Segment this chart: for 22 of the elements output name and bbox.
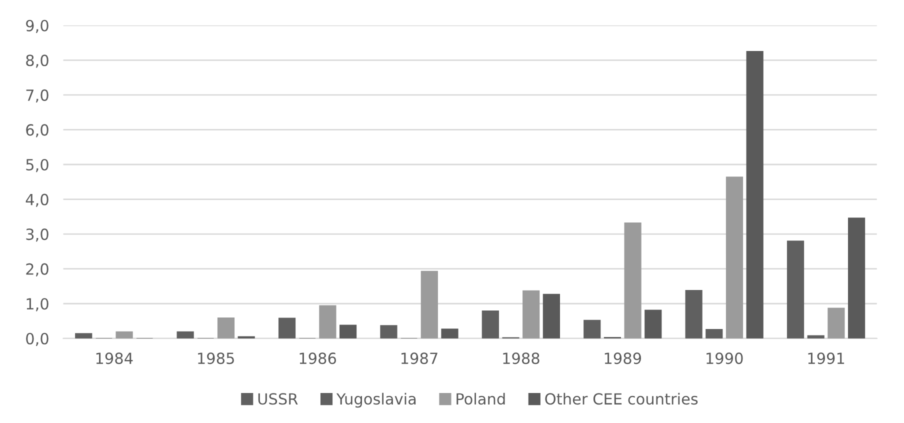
x-tick-label: 1990 [706, 352, 743, 364]
y-tick-label: 1,0 [26, 298, 48, 312]
x-tick-label: 1991 [808, 352, 844, 364]
y-tick-label: 3,0 [26, 228, 48, 242]
legend-label: Other CEE countries [545, 392, 698, 405]
x-tick-label: 1988 [503, 352, 540, 364]
x-tick-label: 1987 [401, 352, 438, 364]
y-tick-label: 5,0 [26, 158, 48, 172]
y-tick-label: 9,0 [26, 20, 48, 33]
y-tick-label: 0,0 [26, 332, 48, 346]
y-tick-label: 8,0 [26, 54, 48, 68]
x-tick-label: 1985 [198, 352, 234, 364]
x-tick-label: 1989 [604, 352, 641, 364]
x-tick-label: 1986 [300, 352, 336, 364]
legend-label: Poland [456, 392, 505, 405]
y-tick-label: 6,0 [26, 124, 48, 138]
legend-label: USSR [258, 393, 298, 405]
y-tick-label: 2,0 [26, 263, 48, 276]
y-tick-label: 7,0 [26, 89, 48, 103]
y-tick-label: 4,0 [26, 194, 48, 207]
x-tick-label: 1984 [96, 352, 133, 364]
legend-label: Yugoslavia [336, 392, 416, 408]
